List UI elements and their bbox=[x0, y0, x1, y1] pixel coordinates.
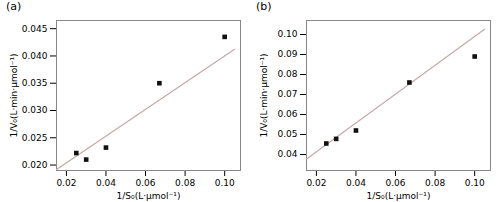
svg-text:1/S₀(L·μmol⁻¹): 1/S₀(L·μmol⁻¹) bbox=[117, 191, 181, 201]
html-text:(b): (b) bbox=[256, 0, 272, 13]
svg-text:0.08: 0.08 bbox=[277, 69, 297, 79]
svg-text:0.05: 0.05 bbox=[277, 129, 297, 139]
svg-text:0.02: 0.02 bbox=[306, 178, 326, 188]
svg-text:0.09: 0.09 bbox=[277, 49, 297, 59]
svg-text:0.08: 0.08 bbox=[175, 178, 195, 188]
svg-text:0.06: 0.06 bbox=[277, 109, 297, 119]
svg-text:0.08: 0.08 bbox=[425, 178, 445, 188]
svg-text:0.07: 0.07 bbox=[277, 89, 297, 99]
svg-text:0.04: 0.04 bbox=[277, 149, 297, 159]
svg-text:0.030: 0.030 bbox=[22, 105, 48, 115]
svg-text:0.040: 0.040 bbox=[22, 51, 48, 61]
svg-text:0.035: 0.035 bbox=[22, 78, 48, 88]
svg-text:0.020: 0.020 bbox=[22, 160, 48, 170]
svg-text:0.06: 0.06 bbox=[386, 178, 406, 188]
svg-text:0.10: 0.10 bbox=[215, 178, 235, 188]
svg-text:1/S₀(L·μmol⁻¹): 1/S₀(L·μmol⁻¹) bbox=[367, 191, 431, 201]
svg-text:0.10: 0.10 bbox=[465, 178, 485, 188]
svg-text:0.06: 0.06 bbox=[136, 178, 156, 188]
svg-text:0.045: 0.045 bbox=[22, 24, 48, 34]
html-text:(a): (a) bbox=[6, 0, 22, 13]
svg-text:0.02: 0.02 bbox=[56, 178, 76, 188]
svg-text:0.025: 0.025 bbox=[22, 133, 48, 143]
svg-text:0.04: 0.04 bbox=[346, 178, 366, 188]
svg-text:0.04: 0.04 bbox=[96, 178, 116, 188]
svg-text:1/V₀(L·min·μmol⁻¹): 1/V₀(L·min·μmol⁻¹) bbox=[9, 53, 19, 137]
svg-text:0.10: 0.10 bbox=[277, 29, 297, 39]
svg-text:1/V₀(L·min·μmol⁻¹): 1/V₀(L·min·μmol⁻¹) bbox=[259, 53, 269, 137]
